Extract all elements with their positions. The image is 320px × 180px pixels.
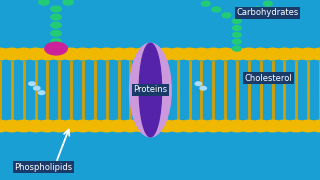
Circle shape (191, 48, 212, 60)
Circle shape (37, 120, 58, 132)
Circle shape (34, 86, 40, 90)
Text: Cholesterol: Cholesterol (245, 74, 293, 83)
Circle shape (45, 42, 67, 55)
Circle shape (215, 48, 236, 60)
Circle shape (286, 48, 307, 60)
Circle shape (108, 120, 129, 132)
Circle shape (232, 39, 241, 44)
Circle shape (262, 120, 283, 132)
Circle shape (253, 7, 262, 12)
Circle shape (73, 48, 93, 60)
Circle shape (298, 120, 318, 132)
Text: Proteins: Proteins (133, 86, 167, 94)
Circle shape (108, 48, 129, 60)
Circle shape (2, 48, 22, 60)
Circle shape (120, 48, 140, 60)
Circle shape (61, 48, 81, 60)
Circle shape (203, 48, 224, 60)
Circle shape (243, 13, 252, 18)
Circle shape (203, 120, 224, 132)
Circle shape (274, 48, 295, 60)
Circle shape (215, 120, 236, 132)
Circle shape (180, 48, 200, 60)
Circle shape (251, 120, 271, 132)
Circle shape (61, 120, 81, 132)
Circle shape (51, 6, 61, 12)
Circle shape (25, 48, 46, 60)
Circle shape (120, 120, 140, 132)
Circle shape (202, 1, 210, 6)
Circle shape (49, 120, 69, 132)
Circle shape (156, 48, 176, 60)
Circle shape (232, 26, 241, 30)
Text: Phospholipids: Phospholipids (14, 163, 72, 172)
Circle shape (263, 1, 272, 6)
Circle shape (310, 120, 320, 132)
Circle shape (63, 0, 73, 5)
Circle shape (29, 82, 35, 86)
Circle shape (25, 120, 46, 132)
Circle shape (0, 48, 10, 60)
Circle shape (298, 48, 318, 60)
Circle shape (232, 32, 241, 37)
Circle shape (195, 82, 202, 86)
Circle shape (37, 48, 58, 60)
Text: Carbohydrates: Carbohydrates (236, 8, 298, 17)
Circle shape (144, 48, 164, 60)
Circle shape (227, 120, 247, 132)
Circle shape (49, 48, 69, 60)
Circle shape (239, 48, 259, 60)
Circle shape (222, 13, 231, 18)
Circle shape (212, 7, 220, 12)
Circle shape (180, 120, 200, 132)
Circle shape (0, 120, 10, 132)
Circle shape (227, 48, 247, 60)
Circle shape (262, 48, 283, 60)
Circle shape (239, 120, 259, 132)
Circle shape (156, 120, 176, 132)
Circle shape (51, 39, 61, 44)
Ellipse shape (130, 43, 171, 137)
Circle shape (96, 48, 117, 60)
Circle shape (144, 120, 164, 132)
Circle shape (232, 46, 241, 51)
Circle shape (96, 120, 117, 132)
Circle shape (84, 48, 105, 60)
Circle shape (232, 19, 241, 24)
Circle shape (84, 120, 105, 132)
Circle shape (73, 120, 93, 132)
Circle shape (132, 120, 152, 132)
Circle shape (168, 48, 188, 60)
Circle shape (251, 48, 271, 60)
Circle shape (39, 0, 49, 5)
Circle shape (51, 30, 61, 36)
Ellipse shape (139, 43, 162, 137)
Circle shape (132, 48, 152, 60)
Circle shape (286, 120, 307, 132)
Circle shape (168, 120, 188, 132)
Circle shape (13, 48, 34, 60)
Circle shape (13, 120, 34, 132)
Circle shape (274, 120, 295, 132)
Circle shape (38, 91, 45, 95)
Circle shape (191, 120, 212, 132)
Circle shape (310, 48, 320, 60)
Circle shape (2, 120, 22, 132)
Circle shape (200, 86, 206, 90)
Circle shape (51, 22, 61, 28)
Circle shape (51, 14, 61, 20)
